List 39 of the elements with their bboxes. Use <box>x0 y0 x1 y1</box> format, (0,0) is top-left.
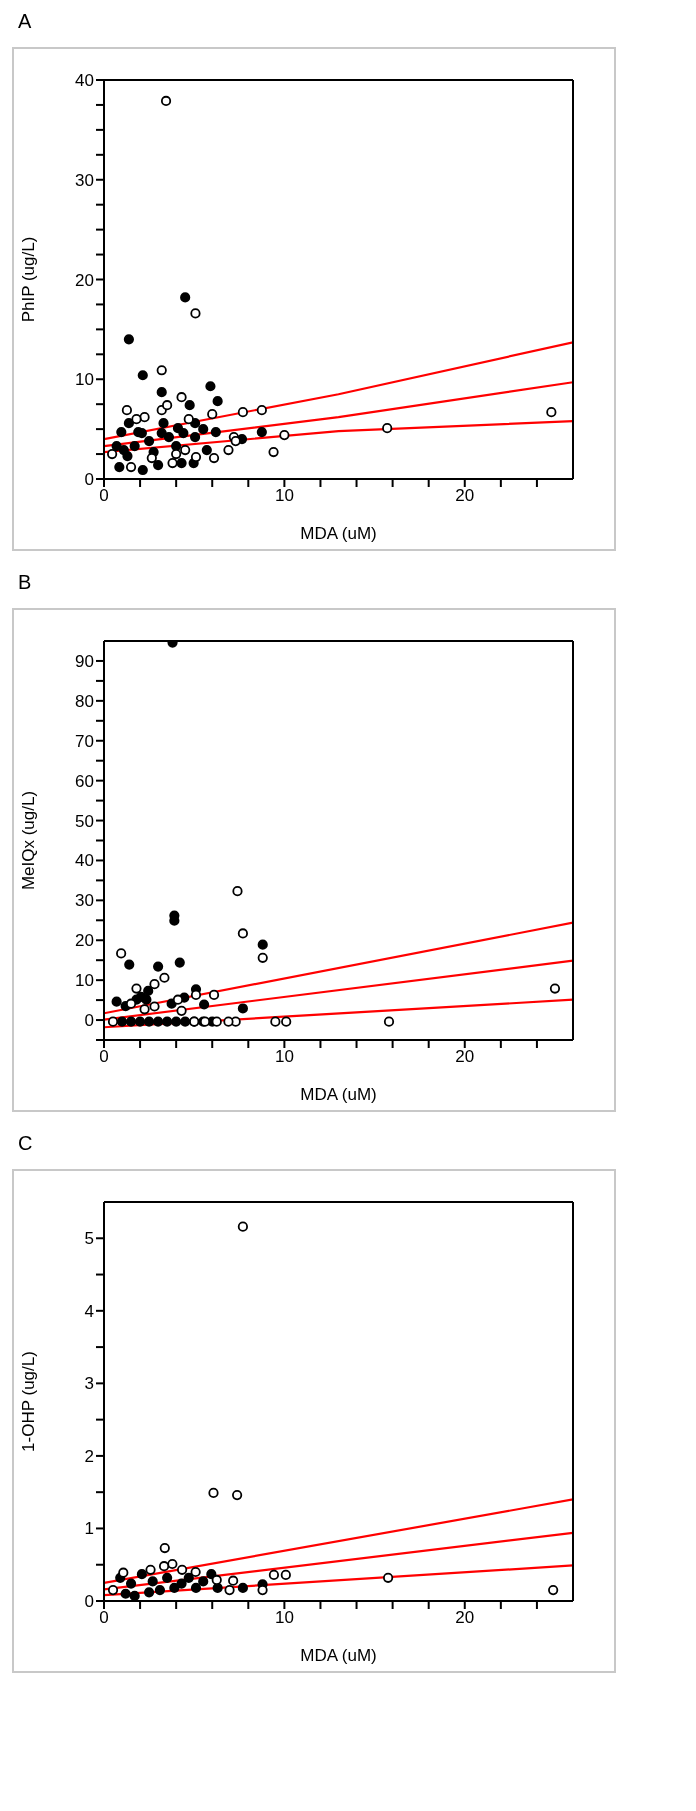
x-tick-label: 10 <box>274 1047 294 1067</box>
x-axis-title: MDA (uM) <box>300 1646 377 1665</box>
y-axis-title: PhIP (ug/L) <box>19 236 39 323</box>
y-tick-label: 20 <box>75 270 94 290</box>
x-tick-label: 20 <box>455 486 475 506</box>
y-tick-label: 80 <box>75 691 94 711</box>
y-tick-label: 0 <box>84 1011 94 1031</box>
y-tick-label: 90 <box>75 651 94 671</box>
y-tick-label: 40 <box>75 71 94 91</box>
y-tick-label: 5 <box>84 1229 94 1249</box>
y-tick-label: 4 <box>84 1301 94 1321</box>
chart-title: B <box>18 571 33 594</box>
x-tick-label: 10 <box>274 486 294 506</box>
y-tick-label: 20 <box>75 931 94 951</box>
y-axis-title: 1-OHP (ug/L) <box>19 1351 39 1452</box>
y-tick-label: 30 <box>75 170 94 190</box>
chart-title: A <box>18 10 33 33</box>
y-tick-label: 10 <box>75 971 94 991</box>
y-tick-label: 50 <box>75 811 94 831</box>
y-tick-label: 2 <box>84 1446 94 1466</box>
x-axis-title: MDA (uM) <box>300 1085 377 1104</box>
y-tick-label: 0 <box>84 470 94 490</box>
y-axis-title: MeIQx (ug/L) <box>19 790 39 891</box>
x-tick-label: 10 <box>274 1608 294 1628</box>
y-tick-label: 10 <box>75 370 94 390</box>
y-tick-label: 70 <box>75 731 94 751</box>
y-tick-label: 3 <box>84 1374 94 1394</box>
y-tick-label: 60 <box>75 771 94 791</box>
y-tick-label: 40 <box>75 851 94 871</box>
chart-title: C <box>18 1132 34 1155</box>
x-tick-label: 0 <box>99 1608 109 1628</box>
y-tick-label: 30 <box>75 891 94 911</box>
x-tick-label: 0 <box>99 486 109 506</box>
y-tick-label: 1 <box>84 1519 94 1539</box>
y-tick-label: 0 <box>84 1592 94 1612</box>
x-tick-label: 20 <box>455 1608 475 1628</box>
x-axis-title: MDA (uM) <box>300 524 377 543</box>
x-tick-label: 20 <box>455 1047 475 1067</box>
x-tick-label: 0 <box>99 1047 109 1067</box>
